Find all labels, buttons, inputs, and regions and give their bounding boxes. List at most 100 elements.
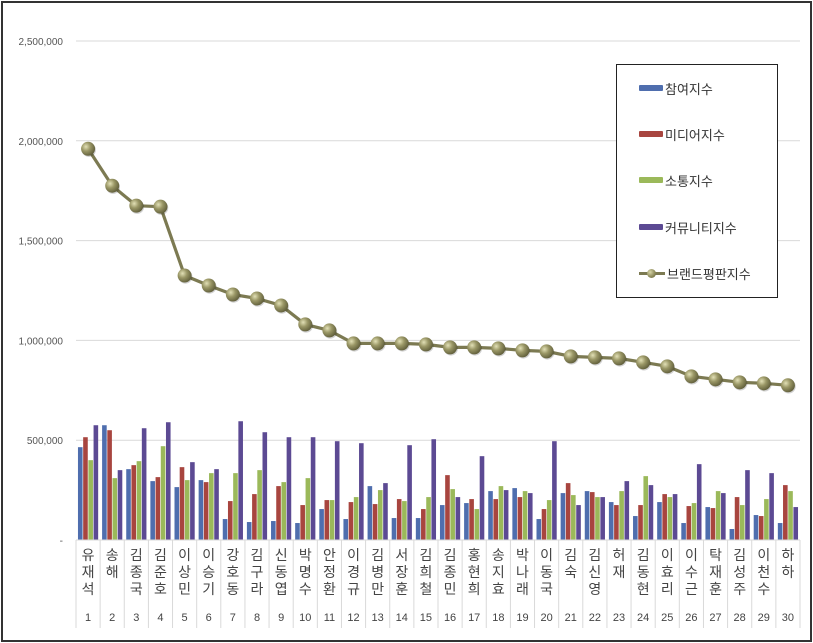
category-label: 이 <box>661 548 674 564</box>
bar <box>136 461 142 540</box>
category-label: 신 <box>588 565 601 581</box>
line-marker <box>322 323 337 338</box>
category-label: 탁 <box>709 548 722 564</box>
brand-reputation-line <box>81 141 796 394</box>
line-marker <box>467 340 482 355</box>
rank-label: 2 <box>109 612 115 624</box>
bar <box>439 505 445 540</box>
category-label: 허 <box>613 548 626 564</box>
bar <box>233 473 238 540</box>
bar <box>93 425 99 540</box>
bar <box>203 482 209 540</box>
category-label: 래 <box>516 582 529 598</box>
bar <box>295 523 300 540</box>
bar <box>257 470 262 540</box>
rank-label: 8 <box>254 612 260 624</box>
bar <box>88 460 93 540</box>
bar <box>686 506 692 540</box>
bar <box>141 428 147 540</box>
y-tick-label: 2,500,000 <box>19 37 64 48</box>
bar <box>271 521 276 540</box>
category-label: 이 <box>540 548 553 564</box>
category-label: 동 <box>275 565 288 581</box>
category-label: 나 <box>516 565 529 581</box>
bar <box>383 483 388 540</box>
bar <box>552 441 557 540</box>
bar <box>214 469 219 540</box>
bar <box>246 522 252 540</box>
bar <box>209 473 214 540</box>
rank-label: 16 <box>444 612 456 624</box>
category-label: 주 <box>733 582 746 598</box>
bar <box>662 494 667 540</box>
line-marker <box>491 341 506 356</box>
bar <box>565 483 571 540</box>
bar <box>421 509 426 540</box>
bar <box>633 516 638 540</box>
purple-bar-swatch-icon <box>639 224 663 230</box>
bar <box>541 509 547 540</box>
bar <box>667 497 673 540</box>
category-label: 김 <box>251 548 264 564</box>
category-label: 이 <box>347 548 360 564</box>
rank-label: 21 <box>565 612 577 624</box>
bar <box>310 437 316 540</box>
bar <box>83 437 88 540</box>
bar <box>546 500 552 540</box>
blue-bar-swatch-icon <box>639 85 663 91</box>
bar <box>107 430 112 540</box>
legend-item-brand-reputation: 브랜드평판지수 <box>639 263 751 283</box>
bar <box>638 505 643 540</box>
line-marker <box>129 198 144 213</box>
category-label: 수 <box>757 582 770 598</box>
category-label: 철 <box>419 582 432 598</box>
legend-item-participation: 참여지수 <box>639 78 713 98</box>
bar <box>608 502 614 540</box>
rank-label: 6 <box>206 612 212 624</box>
category-label: 희 <box>468 582 481 598</box>
bar <box>493 499 499 540</box>
bar <box>353 497 359 540</box>
bar <box>469 499 474 540</box>
rank-label: 14 <box>396 612 408 624</box>
y-tick-label: 1,500,000 <box>19 237 64 248</box>
category-label: 종 <box>444 565 457 581</box>
bar <box>648 485 654 540</box>
bar <box>764 499 769 540</box>
bar <box>589 492 595 540</box>
category-label: 정 <box>323 565 336 581</box>
bar <box>488 491 493 540</box>
bar <box>672 494 678 540</box>
line-marker <box>443 340 458 355</box>
green-bar-swatch-icon <box>639 177 663 183</box>
rank-label: 4 <box>157 612 163 624</box>
category-label: 상 <box>178 565 191 581</box>
category-label: 김 <box>588 548 601 564</box>
bar <box>300 505 305 540</box>
category-label: 석 <box>82 582 95 598</box>
bar <box>334 441 340 540</box>
rank-label: 24 <box>637 612 649 624</box>
bar <box>131 465 137 540</box>
line-marker-swatch-icon <box>639 268 665 278</box>
rank-label: 5 <box>182 612 188 624</box>
bar <box>783 485 788 540</box>
rank-label: 3 <box>133 612 139 624</box>
category-label: 승 <box>202 565 215 581</box>
bar <box>402 501 407 540</box>
line-marker <box>274 298 289 313</box>
line-marker <box>684 369 699 384</box>
category-label: 명 <box>299 565 312 581</box>
rank-label: 27 <box>709 612 721 624</box>
category-label: 이 <box>202 548 215 564</box>
red-bar-swatch-icon <box>639 131 663 137</box>
category-label: 송 <box>492 548 505 564</box>
category-label: 국 <box>540 582 553 598</box>
line-marker <box>105 178 120 193</box>
y-tick-label: 1,000,000 <box>19 336 64 347</box>
bar <box>512 488 517 540</box>
bar <box>464 503 469 540</box>
bar <box>184 480 190 540</box>
category-label: 김 <box>444 548 457 564</box>
line-marker <box>780 378 795 393</box>
